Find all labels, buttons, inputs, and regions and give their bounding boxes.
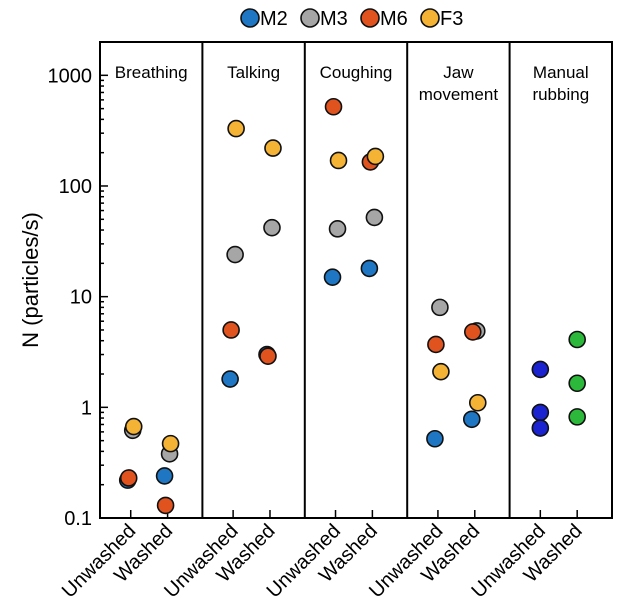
data-point-f3 [432,362,450,381]
data-point-f3 [227,119,245,138]
data-point [531,360,550,379]
data-point-m2 [462,410,481,429]
data-point-f3 [124,417,143,436]
data-point-m3 [365,208,384,227]
legend-marker [240,8,260,28]
data-point-m3 [431,298,449,317]
data-point-f3 [264,139,282,157]
data-point-m2 [426,429,444,448]
data-point-m6 [463,323,482,341]
data-point-f3 [329,151,348,170]
data-point-m3 [263,218,281,237]
data-point-m6 [156,496,175,515]
panel-title: Breathing [115,63,188,82]
data-point-m2 [221,370,239,388]
legend-marker [420,8,440,28]
panel-title: movement [419,85,499,104]
data-point-m6 [259,347,277,365]
data-point-m6 [119,469,138,487]
y-tick-label: 0.1 [64,508,92,530]
data-point-m2 [155,467,174,485]
data-point-m6 [324,97,343,116]
plot-frame [99,41,613,519]
panel-title: Talking [227,63,280,82]
panel-title: Coughing [320,63,393,82]
legend-marker [360,8,380,28]
data-point [531,419,550,437]
panel-title: rubbing [532,85,589,104]
y-tick-label: 1000 [48,65,93,87]
data-point-m2 [360,259,379,278]
panel-title: Manual [533,63,589,82]
legend-label: M6 [380,8,408,30]
y-tick-label: 1 [81,397,92,419]
data-point-m3 [226,245,244,264]
data-point-f3 [468,393,487,412]
data-point-f3 [161,434,180,453]
data-point-m2 [323,268,342,286]
y-tick-label: 100 [59,176,92,198]
data-point-m6 [222,321,240,339]
legend-label: M3 [320,8,348,30]
data-point-m6 [427,335,445,354]
data-point [531,403,550,422]
data-point-f3 [366,147,385,166]
data-point [568,330,586,349]
data-point [568,374,586,393]
y-axis-label: N (particles/s) [18,212,43,348]
legend-marker [300,8,320,28]
legend-label: F3 [440,8,463,30]
y-tick-label: 10 [70,287,92,309]
panel-title: Jaw [443,63,474,82]
data-point-m3 [328,220,347,238]
legend-label: M2 [260,8,288,30]
data-point [568,408,586,426]
